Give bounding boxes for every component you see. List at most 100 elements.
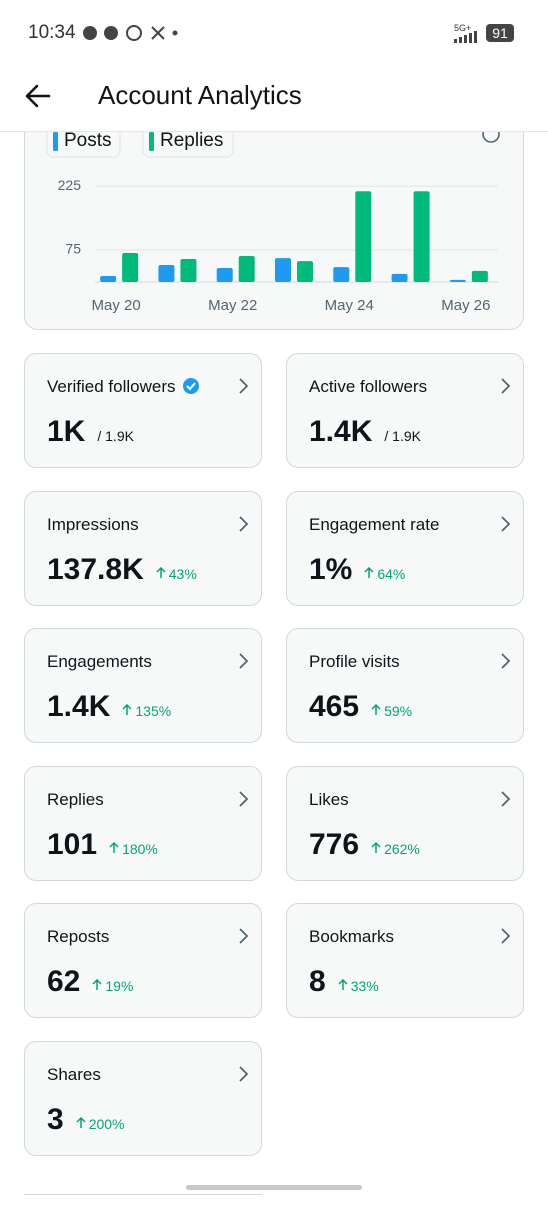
stat-label-text: Likes: [309, 789, 349, 809]
bar: [216, 267, 233, 282]
stat-label: Bookmarks: [309, 927, 394, 947]
up-arrow: [156, 566, 166, 578]
stat-label: Verified followers: [47, 377, 200, 397]
stat-value: 101: [47, 827, 98, 861]
signal-icon: [454, 31, 477, 43]
stat-value-row: 1% 64%: [309, 553, 405, 587]
stat-card[interactable]: Reposts 62 19%: [24, 903, 262, 1018]
legend-swatch: [53, 132, 58, 151]
battery: 91: [486, 24, 514, 42]
stat-card[interactable]: Shares 3 200%: [24, 1040, 262, 1156]
page-title: Account Analytics: [98, 80, 302, 110]
stat-label: Impressions: [47, 515, 139, 535]
stat-change-value: 19%: [105, 978, 134, 994]
stat-chevron: [237, 1065, 249, 1088]
clock: 10:34: [28, 22, 76, 43]
stat-value: 8: [309, 965, 326, 998]
back-button[interactable]: [24, 83, 52, 109]
stat-chevron: [237, 652, 249, 675]
stat-change: 59%: [371, 703, 412, 719]
stat-value-row: 776 262%: [309, 828, 420, 862]
bar: [275, 258, 291, 282]
chevron: [501, 378, 511, 394]
stat-label-text: Impressions: [47, 514, 139, 534]
chevron: [501, 515, 511, 532]
stat-label: Likes: [309, 790, 349, 810]
chevron: [501, 653, 511, 669]
stat-value: 3: [47, 1102, 64, 1136]
stat-value-row: 1K / 1.9K: [47, 415, 134, 449]
stat-card[interactable]: Likes 776 262%: [286, 765, 524, 881]
stat-change-value: 135%: [135, 703, 172, 719]
stat-value-row: 465 59%: [309, 690, 412, 724]
stat-chevron: [499, 377, 511, 400]
next-card: [24, 1194, 262, 1205]
stat-label-text: Active followers: [309, 377, 428, 396]
stat-chevron: [237, 377, 249, 400]
stat-label: Shares: [47, 1065, 101, 1085]
chevron: [501, 790, 511, 807]
stat-value: 465: [309, 690, 360, 723]
bar: [122, 253, 139, 282]
stat-chevron: [499, 927, 511, 950]
stat-value: 137.8K: [47, 552, 144, 586]
stat-change: 33%: [338, 978, 379, 994]
stat-label-text: Engagements: [47, 652, 152, 671]
stat-label-text: Shares: [47, 1064, 101, 1084]
up-arrow: [371, 703, 381, 715]
stat-chevron: [237, 790, 249, 813]
bar: [413, 191, 430, 282]
stat-total: / 1.9K: [384, 428, 421, 444]
chevron: [239, 928, 249, 944]
stat-label-text: Profile visits: [309, 652, 400, 671]
stat-value-row: 1.4K / 1.9K: [309, 415, 421, 449]
stat-card[interactable]: Active followers 1.4K / 1.9K: [286, 353, 524, 468]
network-type: 5G+: [454, 23, 472, 33]
stat-value-row: 137.8K 43%: [47, 553, 197, 587]
x-tick-label: May 24: [325, 297, 374, 314]
stat-card[interactable]: Engagements 1.4K 135%: [24, 628, 262, 743]
bar: [333, 267, 350, 282]
up-arrow: [338, 978, 348, 990]
chevron: [239, 790, 249, 807]
bar: [180, 258, 197, 282]
stat-change: 64%: [364, 566, 405, 582]
stat-change: 19%: [92, 978, 133, 994]
stat-value-row: 8 33%: [309, 965, 379, 999]
up-arrow: [364, 566, 374, 578]
stat-card[interactable]: Verified followers 1K / 1.9K: [24, 353, 262, 468]
stat-value: 62: [47, 965, 81, 998]
x-tick-label: May 20: [92, 297, 141, 314]
stat-change-value: 180%: [122, 840, 158, 857]
stat-card[interactable]: Impressions 137.8K 43%: [24, 490, 262, 606]
stat-value-row: 62 19%: [47, 965, 133, 999]
stat-card[interactable]: Replies 101 180%: [24, 765, 262, 881]
legend-label: Replies: [160, 130, 223, 151]
legend-label: Posts: [64, 130, 112, 151]
y-tick-label: 75: [65, 241, 81, 257]
chart: 75 225 May 20 May 22 May 24 May 26 Posts Replie…: [46, 119, 500, 314]
stat-change: 43%: [156, 566, 197, 582]
stat-value: 776: [309, 827, 360, 861]
stat-value: 1%: [309, 552, 353, 586]
chevron: [239, 515, 249, 532]
chevron: [501, 928, 511, 944]
x-tick-label: May 22: [208, 297, 257, 314]
stat-label-text: Verified followers: [47, 377, 176, 396]
up-arrow: [122, 703, 132, 715]
stat-change-value: 43%: [168, 565, 197, 582]
bar: [355, 191, 372, 282]
stat-value-row: 101 180%: [47, 828, 158, 862]
stat-card[interactable]: Engagement rate 1% 64%: [286, 490, 524, 606]
stat-label-text: Bookmarks: [309, 927, 395, 946]
chevron: [239, 653, 249, 669]
stat-chevron: [499, 515, 511, 538]
stat-card[interactable]: Bookmarks 8 33%: [286, 903, 524, 1018]
stat-change-value: 59%: [384, 703, 413, 719]
stat-change-value: 33%: [350, 978, 379, 994]
stat-card[interactable]: Profile visits 465 59%: [286, 628, 524, 743]
notification-icons: [83, 25, 178, 41]
stat-chevron: [237, 927, 249, 950]
stat-label-text: Replies: [47, 789, 104, 809]
